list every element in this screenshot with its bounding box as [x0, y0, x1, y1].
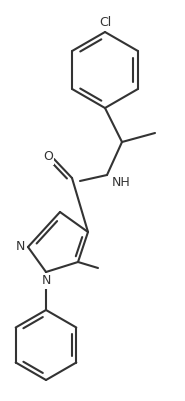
Text: O: O	[43, 150, 53, 164]
Text: N: N	[15, 241, 25, 253]
Text: N: N	[41, 275, 51, 288]
Text: NH: NH	[112, 176, 130, 190]
Text: Cl: Cl	[99, 16, 111, 28]
